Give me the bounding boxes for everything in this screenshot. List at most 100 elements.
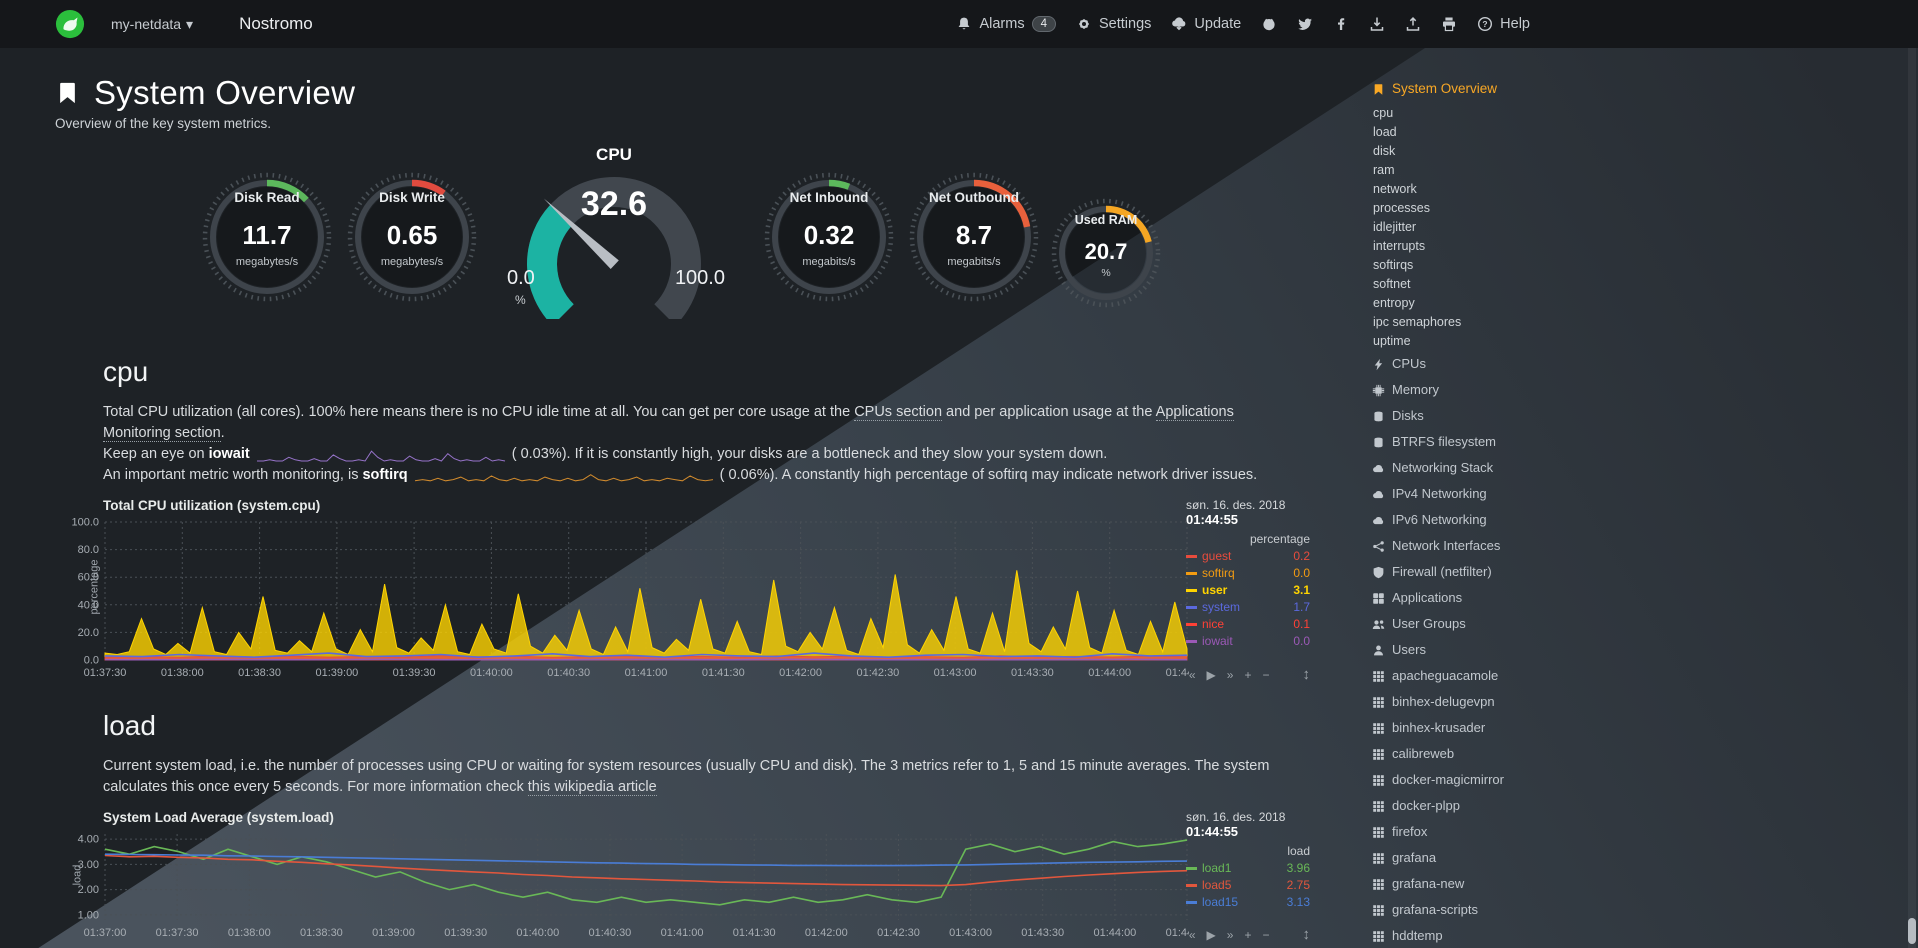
- pan-forwards-button[interactable]: »: [1226, 927, 1234, 942]
- import-button[interactable]: [1369, 16, 1385, 32]
- print-button[interactable]: [1441, 16, 1457, 32]
- cpus-section-link[interactable]: CPUs section: [854, 404, 943, 421]
- nodes-icon: [1372, 540, 1385, 553]
- net-inbound-gauge[interactable]: Net Inbound 0.32 megabits/s: [759, 167, 899, 307]
- sidebar-item[interactable]: Network Interfaces: [1372, 533, 1918, 559]
- zoom-in-button[interactable]: +: [1244, 667, 1252, 682]
- sidebar-item[interactable]: disk: [1372, 142, 1918, 161]
- series-value: 0.0: [1293, 566, 1310, 580]
- sidebar-item[interactable]: uptime: [1372, 332, 1918, 351]
- legend-series[interactable]: load1 3.96: [1186, 860, 1310, 877]
- user-icon: [1372, 644, 1385, 657]
- legend-series[interactable]: iowait 0.0: [1186, 633, 1310, 650]
- update-button[interactable]: Update: [1171, 16, 1241, 32]
- sidebar-item[interactable]: CPUs: [1372, 351, 1918, 377]
- sidebar-item[interactable]: User Groups: [1372, 611, 1918, 637]
- sidebar-item[interactable]: grafana-new: [1372, 871, 1918, 897]
- legend-series[interactable]: load5 2.75: [1186, 877, 1310, 894]
- sidebar-item[interactable]: processes: [1372, 199, 1918, 218]
- series-value: 0.0: [1293, 634, 1310, 648]
- help-button[interactable]: Help: [1477, 16, 1530, 32]
- sidebar-item[interactable]: docker-magicmirror: [1372, 767, 1918, 793]
- sidebar-item[interactable]: grafana-scripts: [1372, 897, 1918, 923]
- softirq-sparkline-chart[interactable]: [414, 468, 714, 484]
- sidebar-item[interactable]: entropy: [1372, 294, 1918, 313]
- chart-toolbox: « ▶ » + − ↕: [1189, 666, 1310, 683]
- sidebar-item[interactable]: network: [1372, 180, 1918, 199]
- sidebar-item[interactable]: Firewall (netfilter): [1372, 559, 1918, 585]
- netdata-logo-icon[interactable]: [55, 9, 85, 39]
- sidebar-item-label: Firewall (netfilter): [1392, 564, 1492, 579]
- sidebar-item[interactable]: Applications: [1372, 585, 1918, 611]
- zoom-out-button[interactable]: −: [1262, 667, 1270, 682]
- sidebar-item[interactable]: Disks: [1372, 403, 1918, 429]
- legend-series[interactable]: guest 0.2: [1186, 548, 1310, 565]
- facebook-button[interactable]: [1333, 16, 1349, 32]
- disk-write-gauge[interactable]: Disk Write 0.65 megabytes/s: [342, 167, 482, 307]
- sidebar-item[interactable]: cpu: [1372, 104, 1918, 123]
- gauge-title: Net Outbound: [929, 190, 1019, 205]
- legend-series[interactable]: load15 3.13: [1186, 894, 1310, 911]
- sidebar-item[interactable]: IPv4 Networking: [1372, 481, 1918, 507]
- export-button[interactable]: [1405, 16, 1421, 32]
- apps-icon: [1372, 592, 1385, 605]
- legend-series[interactable]: softirq 0.0: [1186, 565, 1310, 582]
- sidebar-item[interactable]: idlejitter: [1372, 218, 1918, 237]
- iowait-sparkline-chart[interactable]: [256, 447, 506, 463]
- legend-series[interactable]: system 1.7: [1186, 599, 1310, 616]
- sidebar-item-label: interrupts: [1373, 239, 1426, 253]
- pan-backwards-button[interactable]: «: [1188, 667, 1196, 682]
- load-section: load Current system load, i.e. the numbe…: [55, 710, 1358, 943]
- sidebar-item[interactable]: ram: [1372, 161, 1918, 180]
- sidebar-item[interactable]: Networking Stack: [1372, 455, 1918, 481]
- svg-text:1.00: 1.00: [78, 909, 99, 921]
- zoom-out-button[interactable]: −: [1262, 927, 1270, 942]
- play-button[interactable]: ▶: [1206, 667, 1216, 682]
- series-value: 1.7: [1293, 600, 1310, 614]
- wikipedia-article-link[interactable]: this wikipedia article: [527, 779, 657, 796]
- github-button[interactable]: [1261, 16, 1277, 32]
- zoom-in-button[interactable]: +: [1244, 927, 1252, 942]
- sidebar-item[interactable]: softirqs: [1372, 256, 1918, 275]
- sidebar-item-label: softnet: [1373, 277, 1411, 291]
- twitter-button[interactable]: [1297, 16, 1313, 32]
- sidebar-item[interactable]: BTRFS filesystem: [1372, 429, 1918, 455]
- sidebar-item[interactable]: softnet: [1372, 275, 1918, 294]
- pan-backwards-button[interactable]: «: [1188, 927, 1196, 942]
- scrollbar-thumb[interactable]: [1908, 918, 1916, 944]
- resize-handle[interactable]: ↕: [1302, 666, 1311, 683]
- sidebar-item[interactable]: apacheguacamole: [1372, 663, 1918, 689]
- sidebar-item[interactable]: IPv6 Networking: [1372, 507, 1918, 533]
- net-outbound-gauge[interactable]: Net Outbound 8.7 megabits/s: [904, 167, 1044, 307]
- legend-series[interactable]: user 3.1: [1186, 582, 1310, 599]
- sidebar-item[interactable]: interrupts: [1372, 237, 1918, 256]
- sidebar-item[interactable]: System Overview: [1372, 78, 1918, 100]
- alarms-button[interactable]: Alarms 4: [956, 16, 1056, 32]
- legend-series[interactable]: nice 0.1: [1186, 616, 1310, 633]
- softirq-metric-label: softirq: [362, 467, 408, 483]
- sidebar-item[interactable]: Users: [1372, 637, 1918, 663]
- sidebar-item[interactable]: grafana: [1372, 845, 1918, 871]
- sidebar-item[interactable]: binhex-delugevpn: [1372, 689, 1918, 715]
- sidebar-item[interactable]: calibreweb: [1372, 741, 1918, 767]
- sidebar-item[interactable]: binhex-krusader: [1372, 715, 1918, 741]
- settings-button[interactable]: Settings: [1076, 16, 1151, 32]
- sidebar-item[interactable]: firefox: [1372, 819, 1918, 845]
- sidebar-item[interactable]: hddtemp: [1372, 923, 1918, 948]
- section-heading-cpu: cpu: [103, 356, 149, 387]
- sidebar-item[interactable]: ipc semaphores: [1372, 313, 1918, 332]
- pan-forwards-button[interactable]: »: [1226, 667, 1234, 682]
- play-button[interactable]: ▶: [1206, 927, 1216, 942]
- gauges-row: Disk Read 11.7 megabytes/s Disk Write 0.…: [197, 143, 1358, 326]
- cpu-gauge[interactable]: CPU 32.6 0.0 100.0 %: [499, 145, 729, 326]
- sidebar-item[interactable]: load: [1372, 123, 1918, 142]
- sidebar-item[interactable]: docker-plpp: [1372, 793, 1918, 819]
- disk-read-gauge[interactable]: Disk Read 11.7 megabytes/s: [197, 167, 337, 307]
- grid-icon: [1372, 852, 1385, 865]
- my-netdata-dropdown[interactable]: my-netdata ▾: [111, 16, 193, 33]
- used-ram-gauge[interactable]: Used RAM 20.7 %: [1046, 193, 1166, 313]
- sidebar-item[interactable]: Memory: [1372, 377, 1918, 403]
- resize-handle[interactable]: ↕: [1302, 926, 1311, 943]
